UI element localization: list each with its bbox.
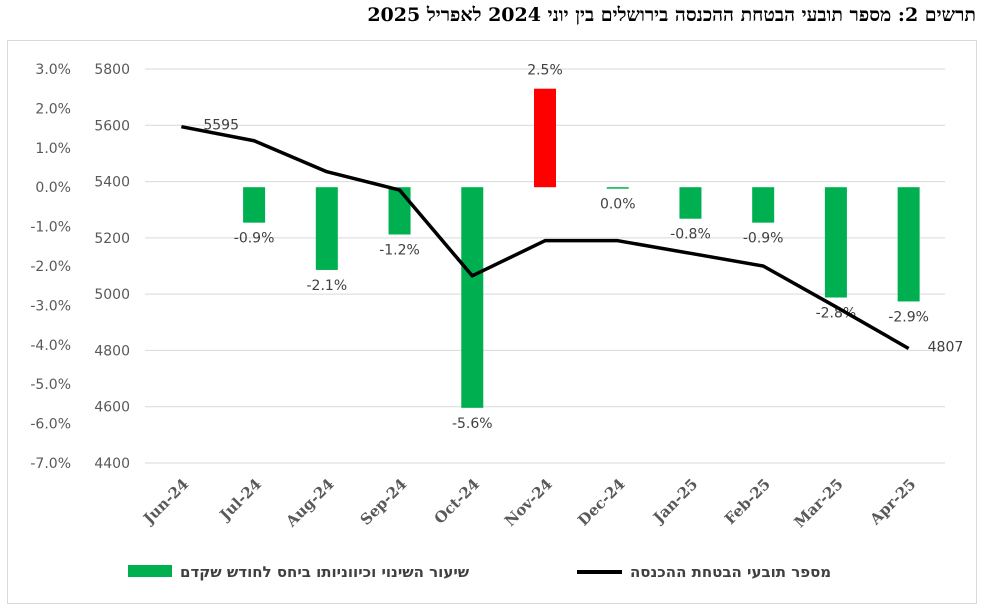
bar [752,187,775,223]
left-axis-tick-label: -1.0% [30,220,71,236]
left-axis-tick-label: 3.0% [35,62,71,78]
x-axis-tick-label: Jun-24 [138,475,192,529]
x-axis-tick-label: Apr-25 [866,475,920,529]
legend: שיעור השינוי וכיווניותו ביחס לחודש שקדם מ… [128,563,831,581]
x-axis-tick-label: Oct-24 [431,475,483,527]
bar [534,88,556,188]
bar [388,187,411,235]
legend-bar-label: שיעור השינוי וכיווניותו ביחס לחודש שקדם [180,563,470,581]
right-axis-tick-label: 4600 [94,400,130,416]
bar [606,187,629,189]
bar-series [243,88,920,408]
bar-data-label: -2.1% [307,278,348,294]
chart-title: תרשים 2: מספר תובעי הבטחת ההכנסה בירושלי… [367,4,976,26]
bar [679,187,702,219]
bar [897,187,920,302]
bar-data-label: -5.6% [452,416,493,432]
bar-data-label: -0.9% [234,231,275,247]
right-axis-tick-label: 5800 [94,62,130,78]
line-data-label: 5595 [203,118,239,134]
left-axis-tick-label: -2.0% [30,259,71,275]
right-axis-tick-label: 5000 [94,287,130,303]
bar-data-label: -2.8% [816,306,857,322]
bar-data-label: -0.9% [743,231,784,247]
bar-data-label: -1.2% [379,242,420,258]
bar [243,187,266,223]
bar [315,187,338,270]
x-axis-tick-label: Mar-25 [791,475,847,531]
line-data-label: 4807 [928,339,964,355]
legend-line-label: מספר תובעי הבטחת ההכנסה [630,563,831,581]
bar [824,187,847,298]
x-axis-tick-label: Aug-24 [282,475,338,531]
left-axis-tick-label: 1.0% [35,141,71,157]
left-axis-tick-label: -3.0% [30,298,71,314]
chart-frame [7,40,977,604]
right-axis-ticks: 5800 5600 5400 5200 5000 4800 4600 4400 [94,62,130,472]
bar-data-labels: -0.9% -2.1% -1.2% -5.6% 2.5% 0.0% -0.8% -0.9% -2… [234,63,929,432]
bar-data-label: -0.8% [670,227,711,243]
left-axis-tick-label: -4.0% [30,338,71,354]
right-axis-tick-label: 5400 [94,175,130,191]
line-series [181,124,910,350]
left-axis-ticks: 3.0% 2.0% 1.0% 0.0% -1.0% -2.0% -3.0% -4.0% -5.0… [30,62,71,472]
x-axis-tick-label: Sep-24 [357,475,411,529]
bar-data-label: 2.5% [527,63,563,79]
x-axis-tick-label: Jan-25 [648,475,701,528]
left-axis-tick-label: -6.0% [30,417,71,433]
x-axis-tick-label: Dec-24 [574,475,628,529]
bar-data-label: 0.0% [600,197,636,213]
right-axis-tick-label: 5600 [94,118,130,134]
x-axis-ticks: Jun-24 Jul-24 Aug-24 Sep-24 Oct-24 Nov-24 Dec-… [138,475,919,531]
x-axis-tick-label: Jul-24 [215,475,265,525]
line-data-labels: 5595 4807 [203,118,963,356]
left-axis-tick-label: -5.0% [30,377,71,393]
line-path [181,124,910,350]
left-axis-tick-label: 2.0% [35,101,71,117]
x-axis-tick-label: Nov-24 [501,475,556,530]
right-axis-tick-label: 4400 [94,456,130,472]
x-axis-tick-label: Feb-25 [721,475,774,528]
bar-data-label: -2.9% [888,309,929,325]
legend-bar-swatch [128,565,172,577]
left-axis-tick-label: 0.0% [35,180,71,196]
right-axis-tick-label: 4800 [94,343,130,359]
left-axis-tick-label: -7.0% [30,456,71,472]
right-axis-tick-label: 5200 [94,231,130,247]
bar [461,187,484,408]
